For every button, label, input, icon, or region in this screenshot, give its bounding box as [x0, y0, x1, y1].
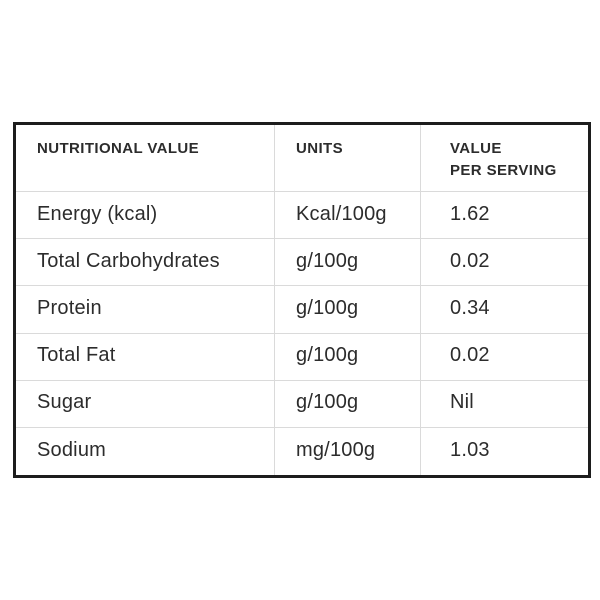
nutrient-units: g/100g — [274, 238, 421, 287]
nutrient-value: 0.02 — [420, 238, 591, 287]
nutrient-value: Nil — [420, 379, 591, 428]
nutrient-units: g/100g — [274, 285, 421, 334]
nutrient-units: g/100g — [274, 379, 421, 428]
nutrient-name: Sodium — [13, 426, 275, 479]
nutrient-name: Protein — [13, 285, 275, 334]
header-units: UNITS — [274, 122, 421, 192]
nutrient-value: 1.62 — [420, 190, 591, 240]
nutrient-name: Energy (kcal) — [13, 190, 275, 240]
nutrient-units: g/100g — [274, 332, 421, 381]
nutrient-name: Total Carbohydrates — [13, 238, 275, 287]
nutrient-name: Total Fat — [13, 332, 275, 381]
header-row: NUTRITIONAL VALUE UNITS VALUE PER SERVIN… — [13, 122, 591, 192]
header-nutritional-value: NUTRITIONAL VALUE — [13, 122, 275, 192]
nutrient-value: 0.34 — [420, 285, 591, 334]
nutrition-table-header: NUTRITIONAL VALUE UNITS VALUE PER SERVIN… — [13, 122, 591, 192]
nutrient-units: Kcal/100g — [274, 190, 421, 240]
nutrient-name: Sugar — [13, 379, 275, 428]
table-row-energy: Energy (kcal) Kcal/100g 1.62 — [13, 190, 591, 240]
table-row-total-fat: Total Fat g/100g 0.02 — [13, 332, 591, 381]
table-row-sugar: Sugar g/100g Nil — [13, 379, 591, 428]
nutrition-table-body: Energy (kcal) Kcal/100g 1.62 Total Carbo… — [13, 190, 591, 479]
nutrient-units: mg/100g — [274, 426, 421, 479]
table-row-protein: Protein g/100g 0.34 — [13, 285, 591, 334]
nutrition-table: NUTRITIONAL VALUE UNITS VALUE PER SERVIN… — [13, 122, 591, 479]
header-value-per-serving: VALUE PER SERVING — [420, 122, 591, 192]
table-row-sodium: Sodium mg/100g 1.03 — [13, 426, 591, 479]
table-row-carbohydrates: Total Carbohydrates g/100g 0.02 — [13, 238, 591, 287]
nutrient-value: 0.02 — [420, 332, 591, 381]
nutrient-value: 1.03 — [420, 426, 591, 479]
